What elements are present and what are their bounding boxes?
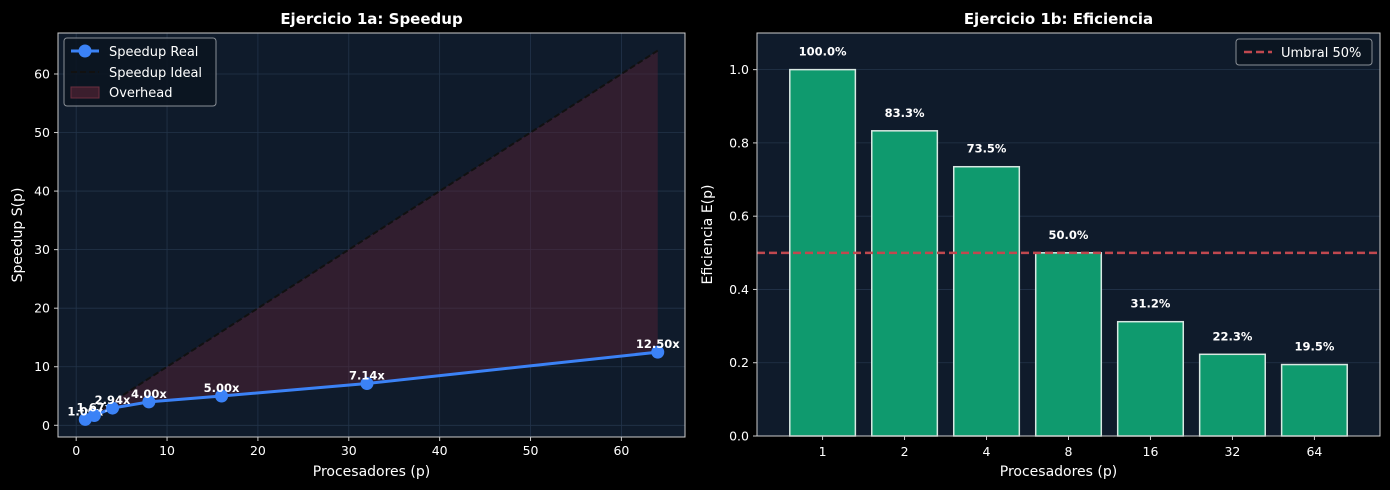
speedup-data-label: 12.50x <box>636 337 680 351</box>
speedup-data-label: 1.67x <box>76 401 112 415</box>
real-speedup-point <box>142 395 156 409</box>
legend: Speedup Real Speedup Ideal Overhead <box>63 37 217 107</box>
efficiency-bar <box>1116 320 1185 437</box>
x-tick-label: 2 <box>901 444 909 459</box>
x-tick-label: 60 <box>613 443 629 458</box>
legend-marker-real <box>78 44 92 58</box>
y-tick-label: 50 <box>34 125 50 140</box>
y-tick-label: 0 <box>42 418 50 433</box>
x-axis-label: Procesadores (p) <box>1000 464 1117 480</box>
real-speedup-point <box>106 401 120 415</box>
y-tick-label: 0.4 <box>729 282 749 297</box>
overhead-area <box>85 50 658 420</box>
legend: Umbral 50% <box>1235 38 1373 66</box>
efficiency-bar <box>871 130 939 437</box>
chart-title: Ejercicio 1b: Eficiencia <box>964 10 1153 28</box>
x-tick-label: 16 <box>1143 444 1159 459</box>
efficiency-data-label: 22.3% <box>1212 329 1252 343</box>
efficiency-bar <box>952 165 1021 437</box>
y-tick-label: 20 <box>34 301 50 316</box>
legend-label: Speedup Real <box>109 45 198 60</box>
real-speedup-point <box>87 409 101 423</box>
efficiency-data-label: 19.5% <box>1294 340 1334 354</box>
y-tick-label: 0.2 <box>729 355 749 370</box>
x-tick-label: 1 <box>819 444 827 459</box>
y-tick-label: 1.0 <box>729 62 749 77</box>
legend-box <box>1235 38 1373 66</box>
chart-title: Ejercicio 1a: Speedup <box>280 10 463 28</box>
efficiency-data-label: 50.0% <box>1049 228 1089 242</box>
real-speedup-point <box>215 389 229 403</box>
legend-patch-overhead <box>70 86 100 99</box>
y-axis-label: Speedup S(p) <box>10 188 26 283</box>
x-tick-label: 40 <box>432 443 448 458</box>
x-tick-label: 32 <box>1224 444 1240 459</box>
speedup-data-label: 2.94x <box>95 393 131 407</box>
x-tick-label: 30 <box>341 443 357 458</box>
efficiency-data-label: 100.0% <box>799 45 847 59</box>
legend-label: Speedup Ideal <box>109 66 202 81</box>
real-speedup-point <box>651 345 665 359</box>
y-tick-label: 0.8 <box>729 135 749 150</box>
x-tick-label: 50 <box>523 443 539 458</box>
efficiency-data-label: 83.3% <box>885 106 925 120</box>
x-tick-label: 64 <box>1306 444 1322 459</box>
y-tick-label: 10 <box>34 359 50 374</box>
efficiency-chart: 100.0% 83.3% 73.5% 50.0% 31.2% 22.3% 19.5% 1 2 4 8… <box>700 10 1381 480</box>
y-axis-label: Eficiencia E(p) <box>700 184 716 284</box>
x-tick-label: 20 <box>250 443 266 458</box>
y-tick-label: 40 <box>34 184 50 199</box>
x-tick-label: 8 <box>1065 444 1073 459</box>
real-speedup-point <box>360 376 374 390</box>
efficiency-bar <box>1034 252 1103 437</box>
y-tick-label: 0.6 <box>729 209 749 224</box>
efficiency-bar <box>1198 353 1266 437</box>
y-tick-label: 60 <box>34 66 50 81</box>
y-tick-label: 0.0 <box>729 429 749 444</box>
efficiency-data-label: 73.5% <box>967 142 1007 156</box>
x-tick-label: 0 <box>72 443 80 458</box>
legend-label: Umbral 50% <box>1281 46 1361 61</box>
speedup-data-label: 4.00x <box>131 387 167 401</box>
efficiency-data-label: 31.2% <box>1131 297 1171 311</box>
x-tick-label: 10 <box>159 443 175 458</box>
legend-label: Overhead <box>109 86 173 101</box>
efficiency-bar <box>1280 363 1348 437</box>
y-tick-label: 30 <box>34 242 50 257</box>
x-tick-label: 4 <box>983 444 991 459</box>
legend-box <box>63 37 217 107</box>
x-axis-label: Procesadores (p) <box>313 464 430 480</box>
speedup-data-label: 7.14x <box>349 368 385 382</box>
speedup-data-label: 5.00x <box>204 381 240 395</box>
plot-frame <box>57 32 686 438</box>
